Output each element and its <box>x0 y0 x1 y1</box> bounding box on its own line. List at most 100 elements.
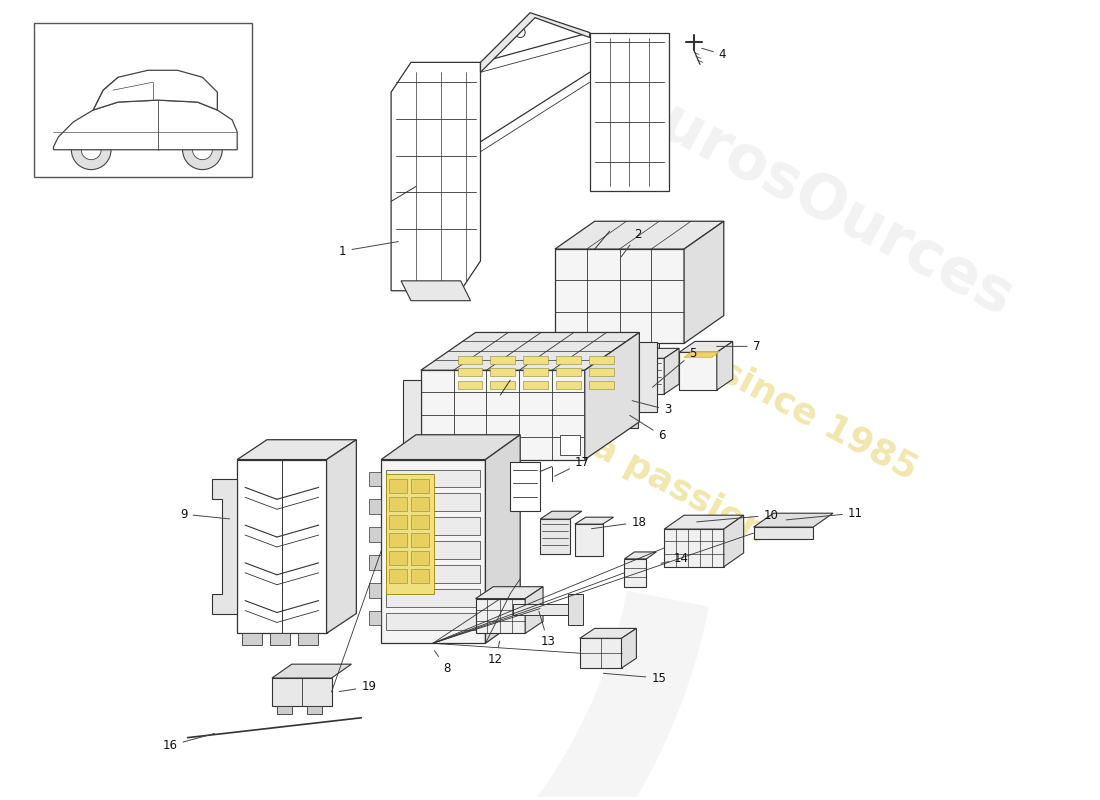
Polygon shape <box>625 552 657 559</box>
Text: 15: 15 <box>604 671 667 685</box>
Polygon shape <box>54 100 238 150</box>
Bar <box>386 613 481 630</box>
Text: 9: 9 <box>180 508 230 521</box>
Circle shape <box>646 247 649 251</box>
Circle shape <box>646 256 649 260</box>
Bar <box>411 569 429 582</box>
Bar <box>389 533 407 547</box>
Polygon shape <box>481 13 590 72</box>
Polygon shape <box>616 392 650 400</box>
Bar <box>411 479 429 494</box>
Bar <box>556 368 581 376</box>
Text: 16: 16 <box>163 734 214 752</box>
Polygon shape <box>575 524 603 556</box>
Bar <box>524 381 548 389</box>
Polygon shape <box>475 598 525 634</box>
Bar <box>588 356 614 364</box>
Polygon shape <box>754 514 833 527</box>
Circle shape <box>613 247 616 251</box>
Bar <box>524 356 548 364</box>
Text: 18: 18 <box>592 516 647 529</box>
Text: 4: 4 <box>702 48 726 61</box>
Circle shape <box>678 256 681 260</box>
Polygon shape <box>580 629 637 638</box>
Polygon shape <box>679 352 717 390</box>
Text: 14: 14 <box>661 552 689 566</box>
Text: since 1985: since 1985 <box>714 354 923 486</box>
Bar <box>491 368 515 376</box>
Bar <box>386 541 481 559</box>
Text: 5: 5 <box>652 347 696 387</box>
Bar <box>639 343 659 354</box>
Bar <box>307 706 321 714</box>
Text: 10: 10 <box>696 509 779 522</box>
Bar <box>270 634 289 646</box>
Bar <box>389 479 407 494</box>
Circle shape <box>192 140 212 160</box>
Polygon shape <box>580 638 622 668</box>
Bar <box>411 533 429 547</box>
Text: 13: 13 <box>539 611 556 648</box>
Bar <box>458 368 483 376</box>
Polygon shape <box>625 559 647 586</box>
Bar <box>386 517 481 535</box>
Bar <box>491 356 515 364</box>
Polygon shape <box>421 370 585 459</box>
Bar <box>386 470 481 487</box>
Bar <box>370 527 382 542</box>
Bar <box>485 519 494 531</box>
Bar <box>386 474 433 594</box>
Bar <box>386 589 481 606</box>
Polygon shape <box>684 351 719 358</box>
Circle shape <box>515 28 525 38</box>
Text: 7: 7 <box>716 340 760 353</box>
Bar <box>485 590 494 602</box>
Text: 19: 19 <box>339 681 376 694</box>
Circle shape <box>425 285 437 297</box>
Bar <box>485 543 494 555</box>
Circle shape <box>646 238 649 242</box>
Polygon shape <box>664 529 724 567</box>
Polygon shape <box>556 249 684 343</box>
Circle shape <box>581 256 585 260</box>
Polygon shape <box>616 400 638 428</box>
Circle shape <box>72 130 111 170</box>
Polygon shape <box>585 333 639 459</box>
Polygon shape <box>664 515 744 529</box>
Polygon shape <box>540 519 570 554</box>
Bar <box>458 356 483 364</box>
Polygon shape <box>724 515 744 567</box>
Polygon shape <box>639 342 658 412</box>
Circle shape <box>81 140 101 160</box>
Polygon shape <box>590 33 669 191</box>
Text: 17: 17 <box>554 456 590 476</box>
Polygon shape <box>272 678 331 706</box>
Circle shape <box>639 157 649 166</box>
Polygon shape <box>556 222 724 249</box>
Polygon shape <box>392 62 481 290</box>
Polygon shape <box>238 459 327 634</box>
Text: 8: 8 <box>434 650 450 674</box>
Polygon shape <box>94 70 218 110</box>
Bar <box>298 634 318 646</box>
Circle shape <box>183 130 222 170</box>
Bar <box>370 471 382 486</box>
Bar <box>370 499 382 514</box>
Polygon shape <box>238 440 356 459</box>
Bar <box>389 515 407 529</box>
Bar <box>556 381 581 389</box>
Bar <box>389 498 407 511</box>
Polygon shape <box>382 459 485 643</box>
Bar <box>277 706 292 714</box>
Bar <box>570 343 590 354</box>
Bar <box>242 634 262 646</box>
Polygon shape <box>421 333 639 370</box>
Circle shape <box>613 238 616 242</box>
Bar <box>389 569 407 582</box>
Bar <box>34 22 252 177</box>
Polygon shape <box>212 479 238 614</box>
Bar <box>485 471 494 483</box>
Polygon shape <box>485 434 520 643</box>
Polygon shape <box>684 222 724 343</box>
Bar <box>411 551 429 565</box>
